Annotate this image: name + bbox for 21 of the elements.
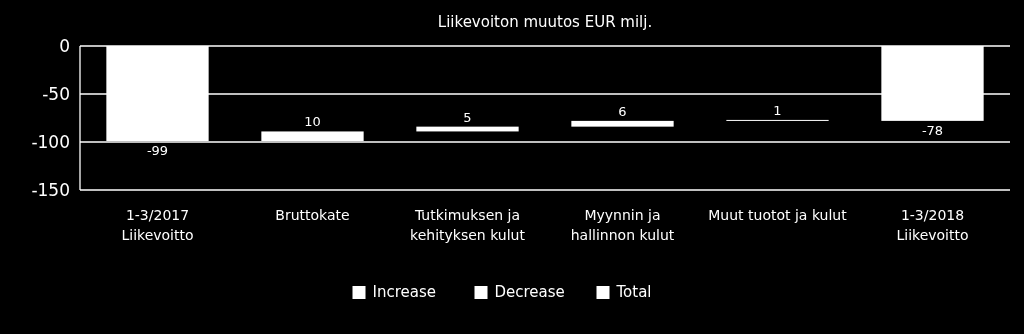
bar	[571, 120, 674, 127]
data-label: 5	[463, 109, 472, 125]
y-tick-label: -150	[31, 179, 70, 200]
x-tick-label: Bruttokate	[275, 207, 350, 223]
legend-label: Total	[615, 283, 652, 301]
x-tick-label: Tutkimuksen ja kehityksen kulut	[410, 207, 526, 243]
x-tick-label: 1-3/2018 Liikevoitto	[896, 207, 969, 243]
legend-label: Decrease	[494, 283, 565, 301]
x-tick-label: Myynnin ja hallinnon kulut	[570, 207, 675, 243]
y-tick-label: 0	[59, 35, 70, 56]
data-label: 6	[618, 103, 627, 119]
y-tick-label: -50	[42, 83, 70, 104]
legend-label: Increase	[372, 283, 436, 301]
data-label: -78	[921, 122, 944, 138]
x-tick-label: 1-3/2017 Liikevoitto	[121, 207, 194, 243]
chart-title: Liikevoiton muutos EUR milj.	[437, 13, 653, 31]
x-tick-label: Muut tuotot ja kulut	[708, 207, 848, 223]
data-label: 10	[304, 114, 321, 130]
y-tick-label: -100	[31, 131, 70, 152]
data-label: 1	[773, 102, 782, 118]
data-label: -99	[146, 143, 169, 159]
